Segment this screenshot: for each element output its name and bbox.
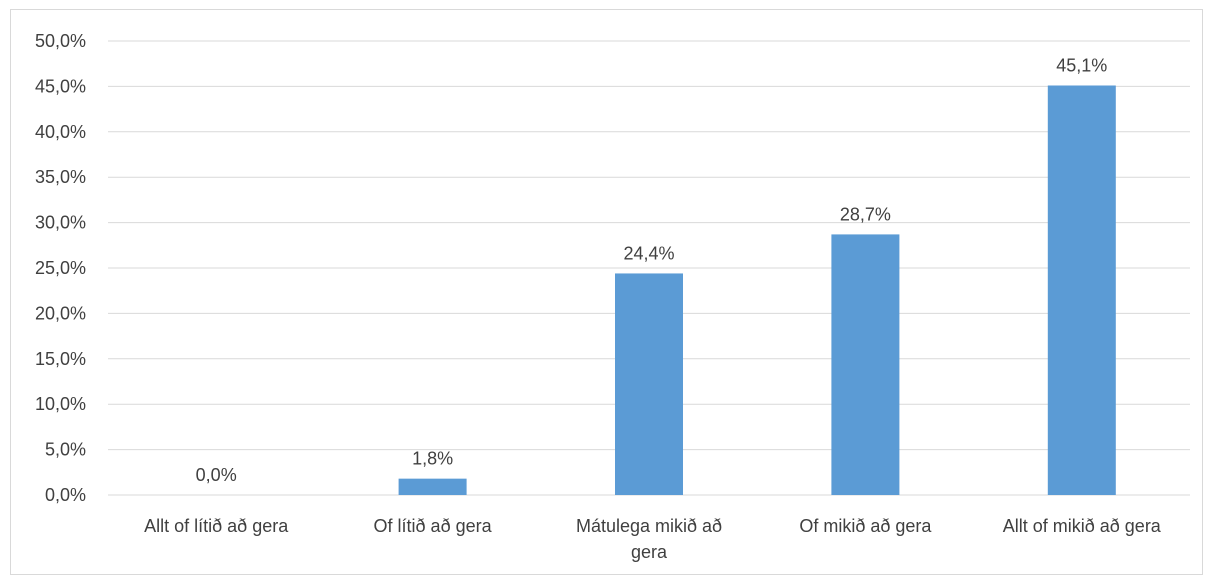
bar xyxy=(615,273,683,495)
y-tick-label: 50,0% xyxy=(35,31,86,51)
y-tick-label: 35,0% xyxy=(35,167,86,187)
x-category-label-line: Allt of lítið að gera xyxy=(144,516,289,536)
y-tick-label: 0,0% xyxy=(45,485,86,505)
bar xyxy=(831,234,900,496)
x-category-label-line: Of mikið að gera xyxy=(799,516,932,536)
y-tick-label: 10,0% xyxy=(35,394,86,414)
x-category-label: Of mikið að gera xyxy=(799,516,932,536)
data-label: 1,8% xyxy=(412,449,453,469)
y-tick-label: 15,0% xyxy=(35,349,86,369)
y-tick-label: 20,0% xyxy=(35,303,86,323)
bar xyxy=(398,478,467,495)
data-label: 28,7% xyxy=(840,204,891,224)
data-label: 0,0% xyxy=(196,465,237,485)
chart-frame xyxy=(10,9,1203,575)
x-category-label: Of lítið að gera xyxy=(374,516,493,536)
bar xyxy=(1047,85,1116,495)
y-axis-tick-labels: 0,0% 5,0% 10,0% 15,0% 20,0% 25,0% 30,0% 35,0% 40… xyxy=(35,31,86,505)
bars xyxy=(398,85,1116,496)
x-category-label: Allt of lítið að gera xyxy=(144,516,289,536)
data-label: 24,4% xyxy=(623,243,674,263)
data-label: 45,1% xyxy=(1056,55,1107,75)
x-category-label-line: Mátulega mikið að xyxy=(576,516,722,536)
y-tick-label: 40,0% xyxy=(35,122,86,142)
y-tick-label: 25,0% xyxy=(35,258,86,278)
x-category-label-line: Allt of mikið að gera xyxy=(1003,516,1162,536)
x-category-label: Mátulega mikið að gera xyxy=(576,516,722,562)
x-category-label-line: gera xyxy=(631,542,668,562)
gridlines xyxy=(108,40,1190,496)
x-category-label-line: Of lítið að gera xyxy=(374,516,493,536)
y-tick-label: 5,0% xyxy=(45,440,86,460)
data-labels: 0,0% 1,8% 24,4% 28,7% 45,1% xyxy=(196,55,1108,485)
x-category-label: Allt of mikið að gera xyxy=(1003,516,1162,536)
y-tick-label: 30,0% xyxy=(35,213,86,233)
x-axis-category-labels: Allt of lítið að gera Of lítið að gera Mát… xyxy=(144,516,1162,562)
y-tick-label: 45,0% xyxy=(35,76,86,96)
